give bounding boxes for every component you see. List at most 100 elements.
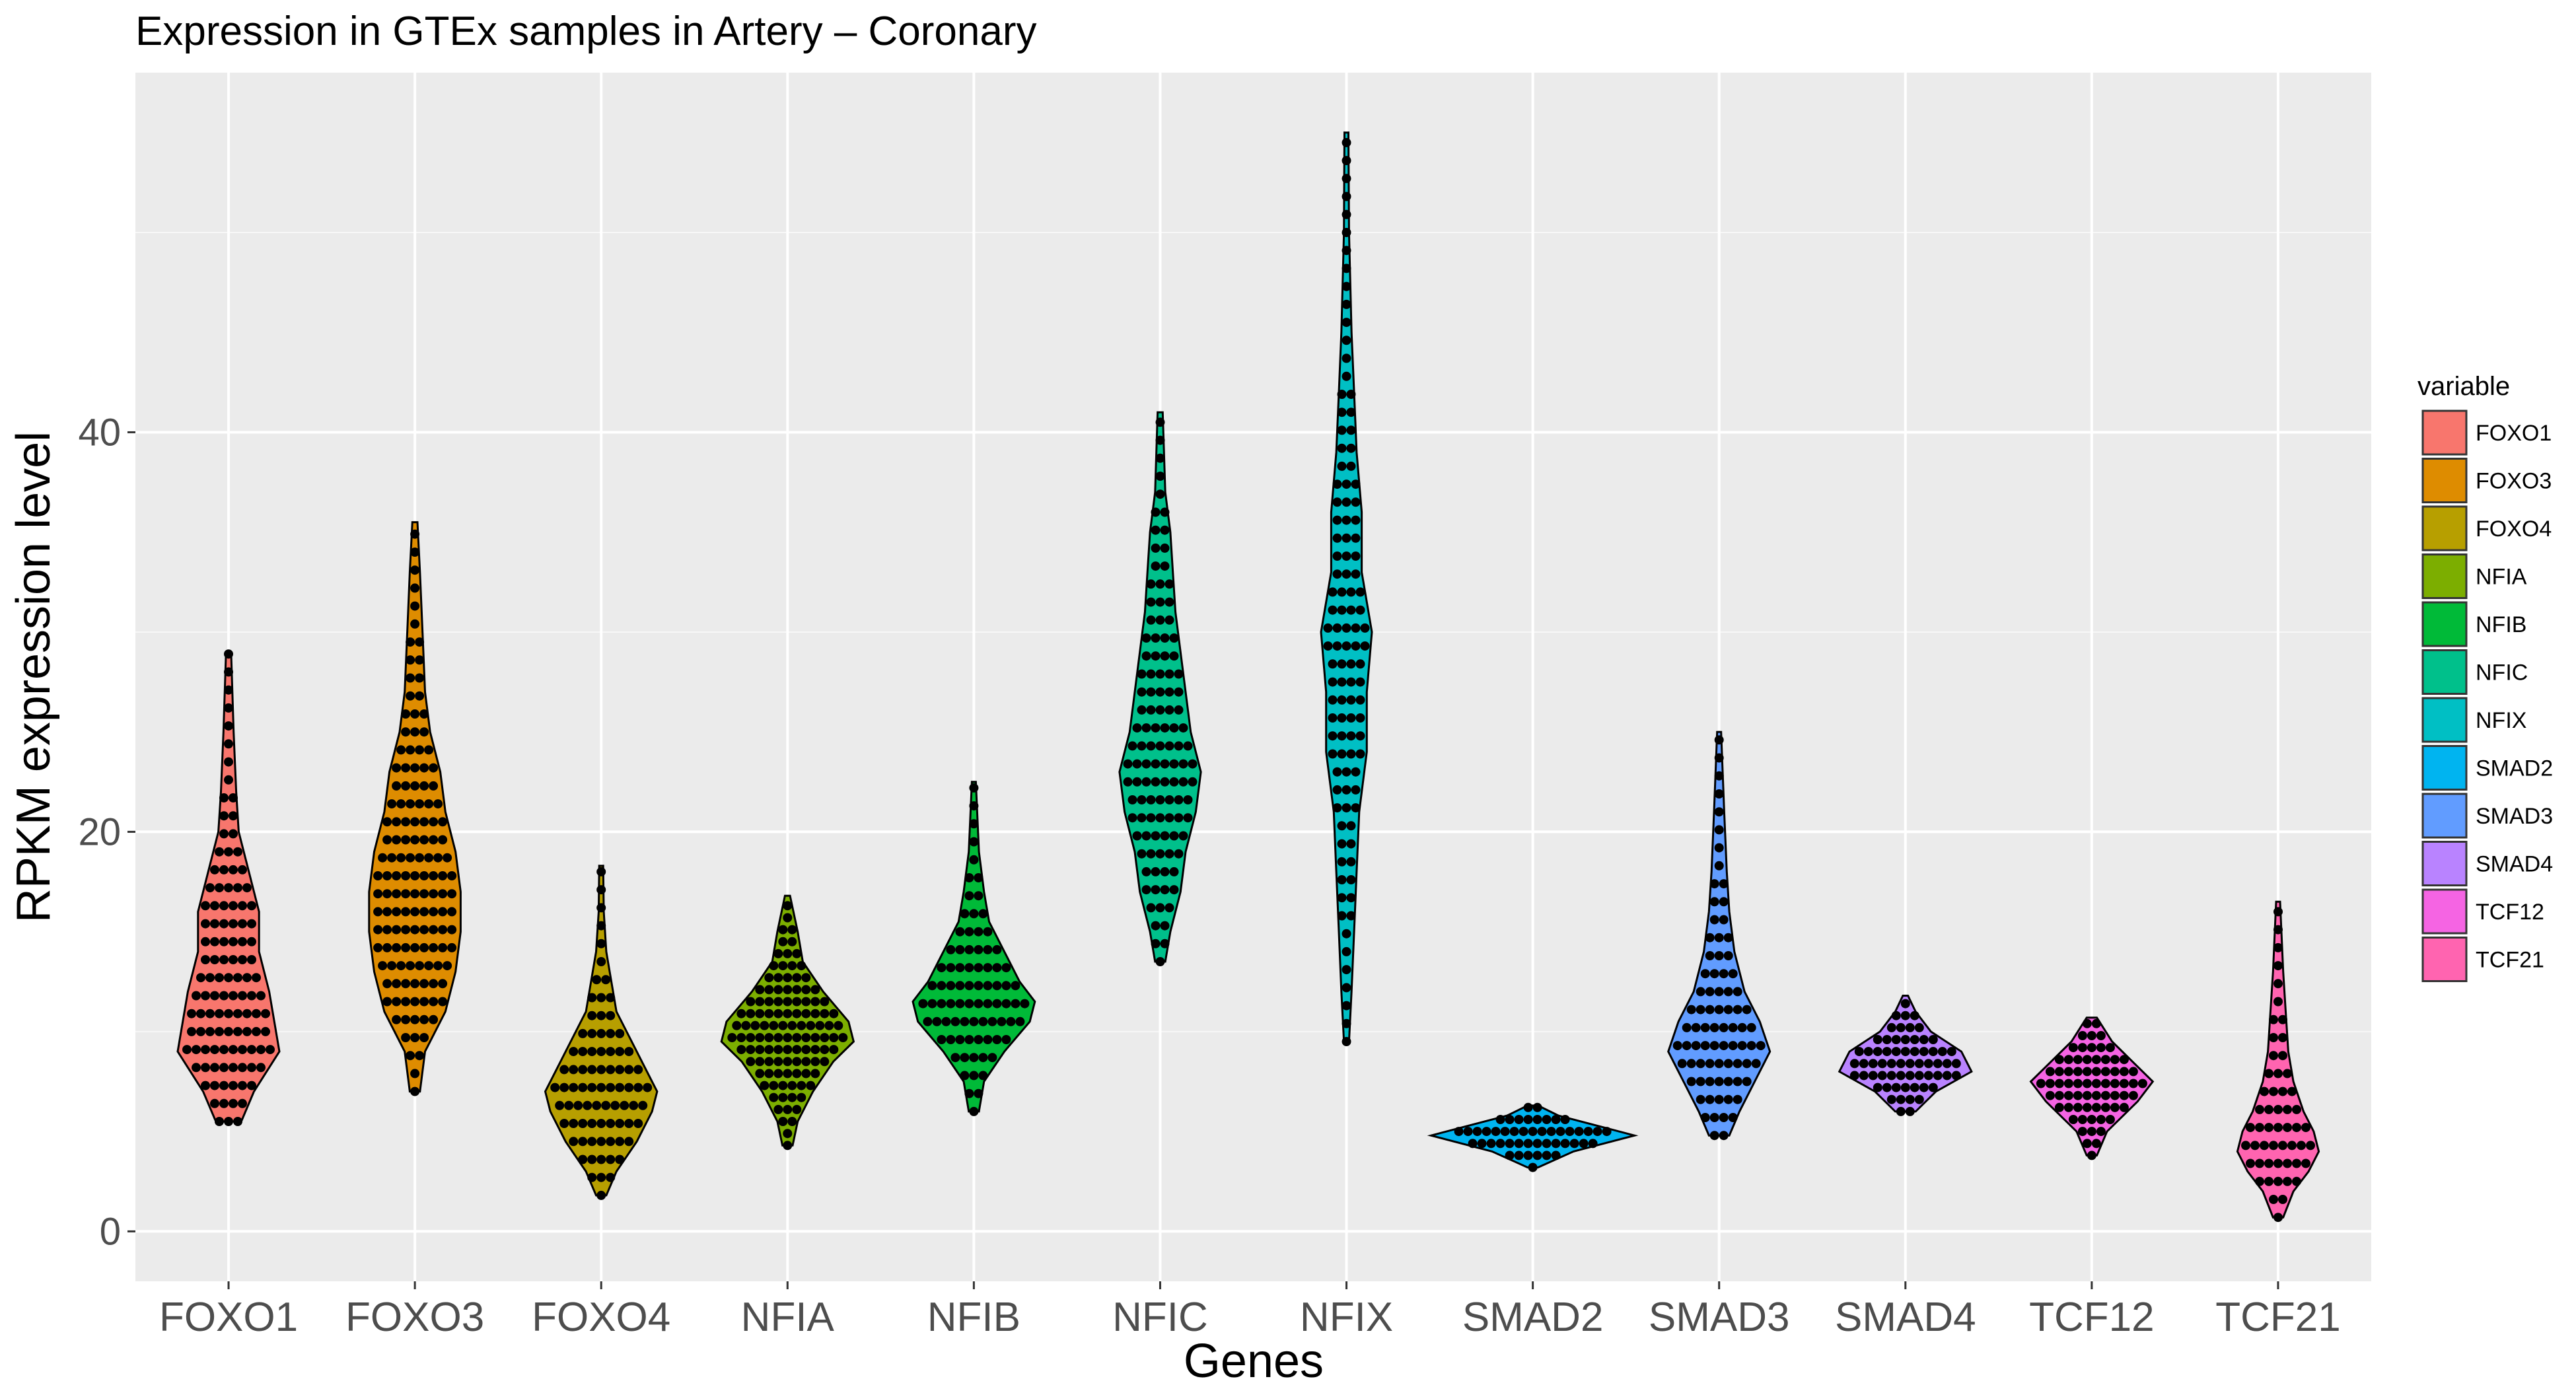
sample-dot (192, 991, 201, 1001)
sample-dot (2287, 1141, 2297, 1151)
sample-dot (1337, 875, 1347, 884)
sample-dot (624, 1083, 634, 1092)
sample-dot (615, 1047, 625, 1057)
sample-dot (406, 853, 415, 863)
sample-dot (1719, 1041, 1729, 1051)
sample-dot (1151, 651, 1161, 661)
sample-dot (387, 799, 397, 809)
legend-label: FOXO3 (2476, 469, 2552, 494)
sample-dot (378, 961, 388, 971)
sample-dot (792, 1069, 802, 1079)
sample-dot (983, 927, 993, 937)
sample-dot (1532, 1102, 1542, 1112)
sample-dot (1723, 987, 1733, 997)
sample-dot (629, 1100, 639, 1110)
sample-dot (606, 1119, 616, 1128)
sample-dot (1583, 1127, 1593, 1137)
sample-dot (1933, 1071, 1943, 1081)
sample-dot (778, 1117, 788, 1126)
sample-dot (1342, 533, 1351, 543)
sample-dot (392, 817, 402, 827)
sample-dot (429, 817, 439, 827)
sample-dot (801, 985, 811, 995)
sample-dot (992, 1035, 1002, 1044)
legend-swatch-nfix (2421, 697, 2468, 743)
sample-dot (596, 993, 606, 1003)
sample-dot (969, 819, 979, 829)
sample-dot (946, 1035, 956, 1044)
sample-dot (2283, 1123, 2292, 1133)
sample-dot (1174, 741, 1184, 751)
sample-dot (1868, 1059, 1878, 1069)
sample-dot (1342, 246, 1351, 256)
sample-dot (1132, 831, 1142, 841)
x-tick-label: TCF12 (2029, 1295, 2154, 1340)
sample-dot (1714, 1077, 1724, 1086)
sample-dot (2260, 1141, 2269, 1151)
sample-dot (746, 1045, 756, 1055)
sample-dot (1342, 569, 1351, 579)
sample-dot (447, 925, 457, 935)
sample-dot (969, 783, 979, 793)
x-tick-label: SMAD2 (1462, 1295, 1604, 1340)
sample-dot (1733, 987, 1742, 997)
sample-dot (596, 885, 606, 895)
legend-swatch-tcf21 (2421, 937, 2468, 982)
sample-dot (1495, 1139, 1505, 1149)
sample-dot (2077, 1115, 2087, 1124)
sample-dot (1328, 713, 1338, 723)
sample-dot (778, 925, 788, 935)
sample-dot (1686, 1005, 1696, 1014)
sample-dot (937, 999, 947, 1009)
sample-dot (1886, 1022, 1896, 1032)
sample-dot (1677, 1059, 1687, 1069)
sample-dot (219, 1045, 229, 1055)
sample-dot (2128, 1090, 2138, 1100)
x-tick-label: FOXO4 (532, 1295, 670, 1340)
sample-dot (606, 1028, 616, 1038)
sample-dot (638, 1100, 648, 1110)
sample-dot (1332, 767, 1342, 777)
sample-dot (1346, 911, 1356, 921)
sample-dot (2105, 1043, 2115, 1053)
sample-dot (1342, 480, 1351, 489)
sample-dot (1351, 533, 1361, 543)
sample-dot (2036, 1079, 2046, 1088)
sample-dot (210, 937, 219, 946)
sample-dot (960, 1016, 970, 1026)
sample-dot (1719, 1131, 1729, 1141)
sample-dot (1342, 1001, 1351, 1011)
sample-dot (964, 1088, 974, 1098)
sample-dot (219, 865, 229, 874)
sample-dot (1728, 1113, 1738, 1122)
x-axis: FOXO1 FOXO3 FOXO4 NFIA NFIB NFIC NFIX SMAD2 SMAD… (159, 1281, 2341, 1340)
sample-dot (2119, 1090, 2129, 1100)
sample-dot (415, 745, 425, 755)
sample-dot (1709, 1022, 1719, 1032)
sample-dot (229, 865, 238, 874)
sample-dot (974, 999, 984, 1009)
sample-dot (1137, 741, 1147, 751)
sample-dot (746, 1057, 756, 1067)
sample-dot (1155, 417, 1165, 427)
sample-dot (1337, 408, 1347, 417)
sample-dot (810, 1045, 820, 1055)
sample-dot (1914, 1059, 1924, 1069)
sample-dot (429, 835, 439, 845)
sample-dot (578, 1137, 588, 1147)
sample-dot (1351, 803, 1361, 813)
sample-dot (797, 1092, 806, 1102)
sample-dot (1355, 605, 1365, 615)
sample-dot (1891, 1083, 1901, 1092)
sample-dot (1141, 633, 1151, 643)
sample-dot (1141, 723, 1151, 733)
sample-dot (969, 1016, 979, 1026)
sample-dot (224, 757, 233, 767)
sample-dot (1132, 759, 1142, 769)
sample-dot (2105, 1115, 2115, 1124)
x-tick-label: SMAD4 (1835, 1295, 1976, 1340)
sample-dot (569, 1047, 579, 1057)
legend-label: NFIX (2476, 708, 2526, 733)
sample-dot (1686, 1059, 1696, 1069)
sample-dot (1714, 843, 1724, 853)
